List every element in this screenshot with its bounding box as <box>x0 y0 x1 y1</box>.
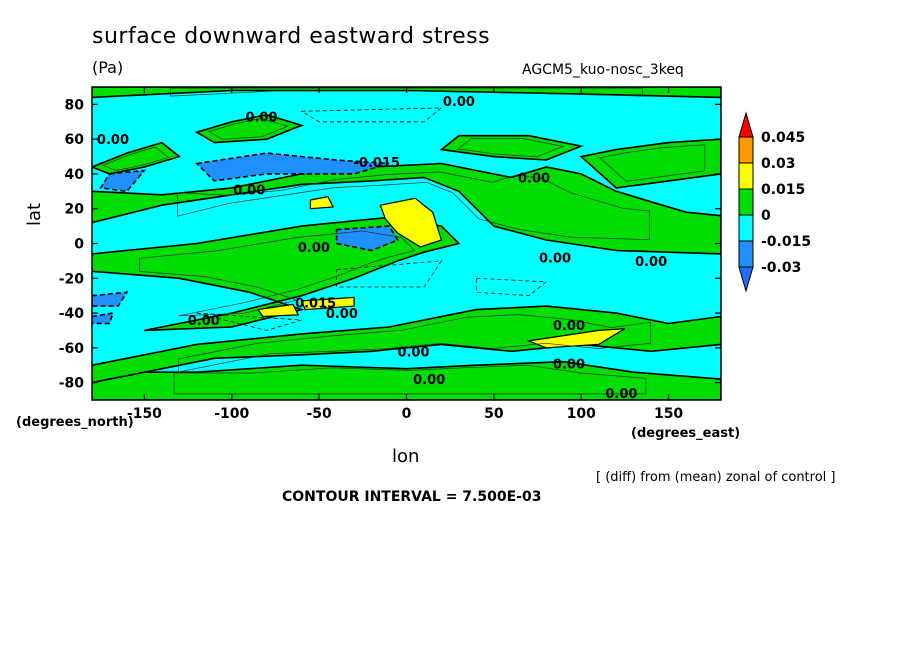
blue-region <box>92 312 115 325</box>
contour-label: 0.00 <box>539 251 571 266</box>
colorbar-label: -0.03 <box>761 260 801 276</box>
x-tick-label: -50 <box>306 406 332 422</box>
contour-label: 0.00 <box>245 111 277 126</box>
green-region <box>92 305 721 384</box>
colorbar-top-arrow <box>738 111 754 138</box>
negative-contour <box>300 107 443 123</box>
chart-units: (Pa) <box>92 58 124 77</box>
negative-contour <box>475 277 548 297</box>
contour-label: 0.00 <box>298 241 330 256</box>
yellow-region <box>379 197 443 248</box>
colorbar-segment <box>738 136 754 164</box>
contour-line <box>599 144 706 182</box>
colorbar-segment <box>738 188 754 216</box>
x-tick-label: 100 <box>567 406 596 422</box>
contour-line <box>173 364 647 395</box>
colorbar-label: 0 <box>761 208 771 224</box>
x-tick-label: -100 <box>214 406 249 422</box>
x-tick-label: -150 <box>127 406 162 422</box>
contour-line <box>139 230 416 317</box>
colorbar-segment <box>738 162 754 190</box>
y-axis-unit: (degrees_north) <box>16 415 134 430</box>
x-tick-label: 50 <box>484 406 504 422</box>
green-region <box>439 134 585 161</box>
contour-label: 0.00 <box>443 95 475 110</box>
negative-contour <box>336 260 443 288</box>
contour-label: 0.00 <box>553 357 585 372</box>
model-name: AGCM5_kuo-nosc_3keq <box>522 62 684 78</box>
y-tick-label: 60 <box>65 132 85 148</box>
contour-label: 0.00 <box>553 319 585 334</box>
yellow-region <box>300 296 355 311</box>
x-tick-label: 0 <box>402 406 412 422</box>
blue-region <box>99 169 147 193</box>
contour-label: 0.00 <box>233 184 265 199</box>
contour-line <box>178 314 651 373</box>
green-region <box>92 87 721 99</box>
contour-label: 0.00 <box>397 345 429 360</box>
contour-label: 0.00 <box>605 387 637 402</box>
contour-label: 0.00 <box>97 133 129 148</box>
y-tick-label: -40 <box>59 306 85 322</box>
x-axis-label: lon <box>392 446 420 467</box>
colorbar-bottom-arrow <box>738 266 754 293</box>
x-axis-unit: (degrees_east) <box>631 426 741 441</box>
x-tick-label: 150 <box>654 406 683 422</box>
colorbar-segment <box>738 214 754 242</box>
y-tick-label: -20 <box>59 271 85 287</box>
y-tick-label: 40 <box>65 167 85 183</box>
negative-contour <box>196 312 302 331</box>
difference-note: [ (diff) from (mean) zonal of control ] <box>596 470 836 485</box>
contour-label: -0.015 <box>354 156 401 171</box>
colorbar-label: 0.03 <box>761 156 796 172</box>
chart-title: surface downward eastward stress <box>92 24 491 49</box>
contour-interval: CONTOUR INTERVAL = 7.500E-03 <box>282 489 542 505</box>
green-region <box>579 138 721 189</box>
contour-line <box>208 118 289 140</box>
green-region <box>92 360 721 400</box>
contour-label: 0.00 <box>188 314 220 329</box>
contour-line <box>457 138 565 158</box>
contour-label: 0.00 <box>326 307 358 322</box>
contour-label: 0.015 <box>295 297 336 312</box>
y-tick-label: 0 <box>74 237 84 253</box>
contour-line <box>177 171 650 241</box>
colorbar-label: 0.045 <box>761 130 805 146</box>
contour-line <box>170 87 643 97</box>
colorbar-label: -0.015 <box>761 234 811 250</box>
contour-label: 0.00 <box>518 171 550 186</box>
blue-region <box>92 291 129 307</box>
yellow-region <box>526 328 626 349</box>
y-tick-label: 80 <box>65 97 85 113</box>
contour-line <box>101 146 170 171</box>
contour-label: 0.00 <box>413 373 445 388</box>
blue-region <box>195 152 390 182</box>
contour-label: 0.00 <box>635 255 667 270</box>
yellow-region <box>256 303 300 318</box>
colorbar-segment <box>738 240 754 268</box>
y-tick-label: -80 <box>59 376 85 392</box>
yellow-region <box>309 195 335 210</box>
y-tick-label: 20 <box>65 202 85 218</box>
colorbar-label: 0.015 <box>761 182 805 198</box>
green-region <box>194 113 305 144</box>
y-tick-label: -60 <box>59 341 85 357</box>
